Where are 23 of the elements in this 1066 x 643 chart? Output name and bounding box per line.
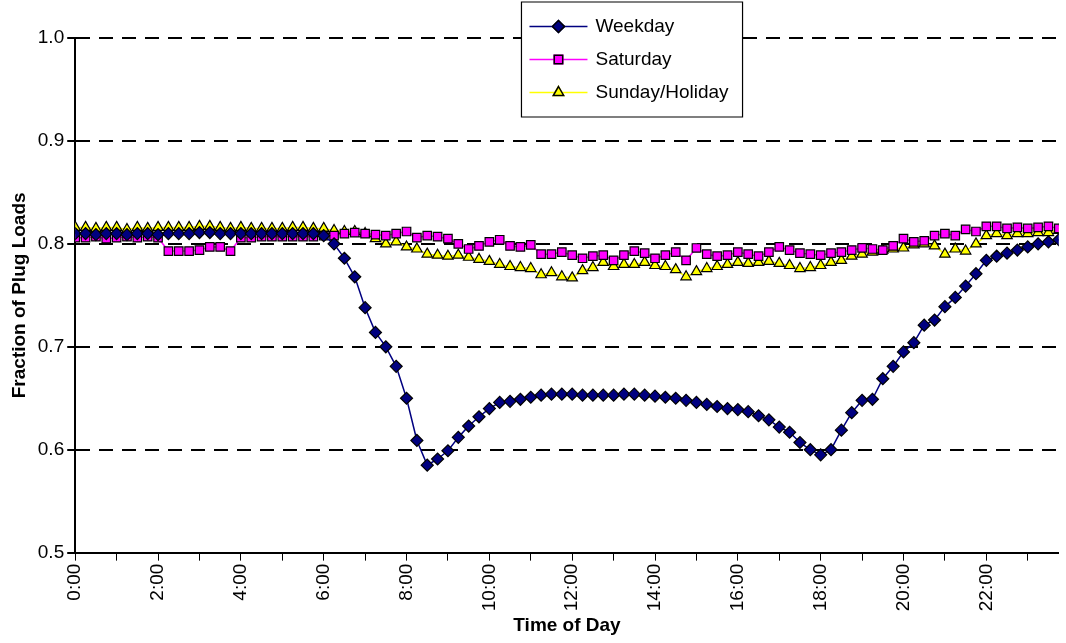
x-tick-label: 12:00 [560, 563, 582, 612]
x-tick-label: 22:00 [974, 563, 996, 612]
x-tick-label: 16:00 [726, 563, 748, 612]
x-tick-label: 6:00 [311, 563, 333, 601]
legend-label: Sunday/Holiday [595, 80, 730, 102]
x-tick-label: 0:00 [63, 563, 85, 601]
x-tick-label: 8:00 [394, 563, 416, 601]
x-tick-label: 18:00 [808, 563, 830, 612]
x-axis-title: Time of Day [513, 613, 622, 635]
y-tick-label: 0.8 [37, 232, 65, 254]
y-tick-label: 0.9 [37, 129, 65, 151]
x-tick-label: 4:00 [229, 563, 251, 601]
y-tick-label: 0.5 [37, 540, 65, 562]
x-tick-label: 14:00 [643, 563, 665, 612]
legend-label: Weekday [595, 14, 675, 36]
x-tick-label: 10:00 [477, 563, 499, 612]
y-tick-label: 0.6 [37, 437, 65, 459]
x-tick-label: 2:00 [146, 563, 168, 601]
y-axis-title: Fraction of Plug Loads [7, 192, 29, 399]
legend-label: Saturday [595, 47, 673, 69]
x-tick-label: 20:00 [891, 563, 913, 612]
y-tick-label: 0.7 [37, 335, 65, 357]
y-tick-label: 1.0 [37, 26, 65, 48]
